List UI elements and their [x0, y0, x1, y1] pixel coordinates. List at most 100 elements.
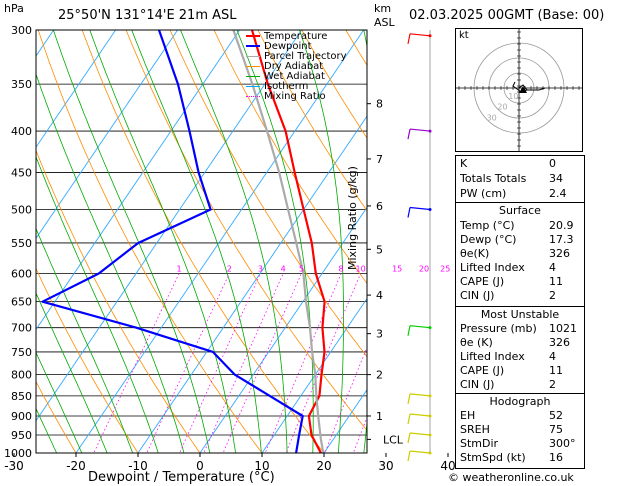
wind-barb — [409, 206, 431, 211]
wind-barb — [409, 393, 431, 397]
wet-adiabat-line — [36, 292, 108, 453]
isotherm-line — [199, 206, 367, 453]
hodograph-ring-label: 20 — [497, 103, 507, 112]
wet-adiabat-line — [180, 30, 288, 453]
pressure-tick-label: 300 — [11, 24, 32, 37]
pressure-tick-label: 1000 — [4, 447, 32, 460]
forecast-datetime: 02.03.2025 00GMT (Base: 00) — [409, 8, 605, 23]
mixing-ratio-line — [179, 273, 261, 453]
mu-row: Lifted Index 4 — [460, 350, 556, 363]
x-tick-label: -20 — [66, 459, 86, 473]
wet-adiabat-line — [236, 30, 314, 453]
height-tick-label: LCL — [383, 433, 404, 446]
x-tick-label: -10 — [128, 459, 148, 473]
surface-row: θe(K) 326 — [460, 247, 570, 260]
height-tick-label: 5 — [376, 243, 383, 256]
hodo-row: StmSpd (kt) 16 — [460, 451, 563, 464]
chart-grid — [0, 6, 425, 470]
legend-item-parcel: Parcel Trajectory — [246, 52, 347, 62]
wind-barb-flag — [407, 413, 411, 425]
hodo-row: EH 52 — [460, 409, 563, 422]
mu-row: CIN (J) 2 — [460, 378, 556, 391]
mixing-ratio-tick-label: 5 — [299, 265, 304, 274]
surface-row: CIN (J) 2 — [460, 289, 556, 302]
pressure-tick-label: 800 — [11, 369, 32, 382]
mixing-ratio-tick-label: 3 — [258, 265, 263, 274]
pressure-tick-label: 600 — [11, 268, 32, 281]
pressure-tick-label: 350 — [11, 78, 32, 91]
pressure-tick-label: 550 — [11, 237, 32, 250]
legend-item-isotherm: Isotherm — [246, 82, 347, 92]
isotherm-line — [137, 115, 367, 453]
surface-row: Lifted Index 4 — [460, 261, 556, 274]
isotherm-line — [0, 6, 8, 470]
wind-barb-dot — [428, 394, 432, 398]
wind-barb-flag — [407, 207, 411, 218]
index-row: PW (cm) 2.4 — [460, 187, 567, 200]
wind-barb-dot — [428, 34, 432, 38]
pressure-tick-label: 700 — [11, 322, 32, 335]
wind-barb-flag — [407, 432, 411, 444]
height-tick-label: 6 — [376, 200, 383, 213]
wind-barb-dot — [428, 326, 432, 330]
mixing-ratio-tick-label: 10 — [356, 265, 366, 274]
wind-barb-flag — [407, 33, 411, 44]
chart-axes: 3003504004505005506006507007508008509009… — [4, 24, 456, 473]
pressure-tick-label: 500 — [11, 203, 32, 216]
hodo-row: SREH 75 — [460, 423, 563, 436]
wind-barb-dot — [428, 451, 432, 455]
pressure-tick-label: 450 — [11, 166, 32, 179]
chart-legend: Temperature Dewpoint Parcel Trajectory D… — [246, 32, 347, 102]
x-axis-label: Dewpoint / Temperature (°C) — [88, 470, 275, 485]
mixing-ratio-tick-label: 25 — [440, 265, 450, 274]
wind-barb — [409, 413, 431, 417]
mu-row: θe (K) 326 — [460, 336, 570, 349]
wet-adiabat-line — [52, 30, 211, 453]
hodograph-trace — [527, 87, 546, 91]
mixing-ratio-tick-label: 20 — [419, 265, 429, 274]
legend-item-temperature: Temperature — [246, 32, 347, 42]
mixing-ratio-line — [222, 273, 302, 453]
storm-motion-marker — [519, 86, 527, 93]
mu-row: CAPE (J) 11 — [460, 364, 563, 377]
index-row: Totals Totals 34 — [460, 172, 563, 185]
wind-barb-flag — [407, 128, 411, 140]
wet-adiabat-line — [36, 351, 83, 453]
x-tick-label: 10 — [254, 459, 269, 473]
wet-adiabat-line — [36, 155, 159, 453]
surface-row: Dewp (°C) 17.3 — [460, 233, 574, 246]
hodograph-unit: kt — [459, 30, 469, 41]
isotherm-line — [261, 297, 367, 453]
dry-adiabat-line — [36, 380, 77, 453]
wet-adiabat-line — [89, 30, 237, 453]
dry-adiabat-line — [37, 30, 263, 453]
pressure-tick-label: 400 — [11, 125, 32, 138]
legend-item-dewpoint: Dewpoint — [246, 42, 347, 52]
most-unstable-title: Most Unstable — [480, 308, 560, 321]
height-tick-label: 3 — [376, 328, 383, 341]
wind-barb — [409, 128, 431, 132]
legend-item-wet-adiabat: Wet Adiabat — [246, 72, 347, 82]
trace-temperature — [250, 30, 326, 453]
station-location: 25°50'N 131°14'E 21m ASL — [58, 8, 237, 23]
wind-barb-flag — [407, 450, 411, 462]
x-tick-label: 40 — [440, 459, 455, 473]
wet-adiabat-line — [387, 6, 425, 470]
wind-barb-dot — [428, 207, 432, 211]
pressure-tick-label: 750 — [11, 346, 32, 359]
surface-title: Surface — [499, 204, 541, 217]
dry-adiabat-line — [169, 30, 367, 358]
surface-panel: Surface Temp (°C) 20.9 Dewp (°C) 17.3 θe(K… — [455, 202, 585, 307]
surface-row: Temp (°C) 20.9 — [460, 219, 574, 232]
wind-barb — [409, 450, 431, 454]
dry-adiabat-line — [36, 267, 139, 453]
x-tick-label: 20 — [316, 459, 331, 473]
wet-adiabat-line — [36, 73, 185, 453]
height-tick-label: 8 — [376, 98, 383, 111]
chart-traces — [41, 30, 326, 453]
